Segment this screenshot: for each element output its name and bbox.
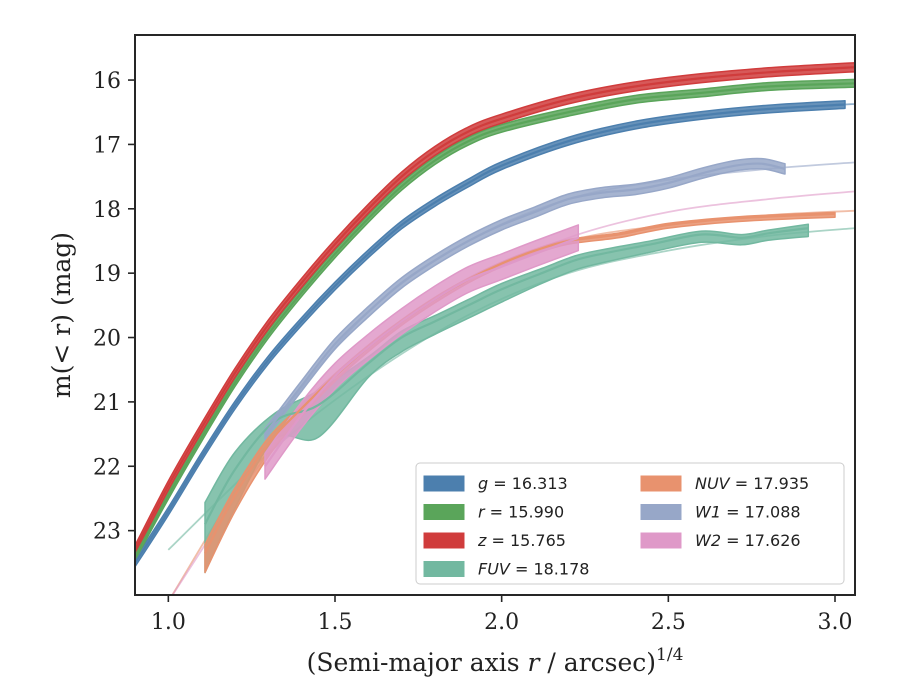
y-tick-label: 17 [93,133,121,158]
x-tick-label: 1.5 [318,610,353,635]
legend-label-g: g = 16.313 [478,474,568,493]
y-tick-label: 23 [93,520,121,545]
axes-frame [134,34,856,596]
y-tick-label: 22 [93,455,121,480]
y-tick-label: 21 [93,391,121,416]
series-line-w2 [264,236,579,467]
data-band-g [135,99,846,568]
x-tick-label: 1.0 [151,610,186,635]
legend-swatch-r [423,504,465,520]
data-band-w1 [264,157,786,440]
legend-label-nuv: NUV = 17.935 [695,474,809,493]
y-tick-label: 16 [93,69,121,94]
legend-box [415,462,845,585]
legend-label-w1: W1 = 17.088 [695,503,801,522]
y-axis-title: m(< r) (mag) [47,232,76,398]
legend-swatch-w2 [640,532,682,549]
legend-label-r: r = 15.990 [478,503,564,522]
legend-swatch-g [423,475,465,492]
legend-swatch-nuv [640,475,682,492]
x-tick-label: 2.0 [484,610,519,635]
data-band-z [135,61,855,556]
series-line-w1 [264,162,786,435]
series-line-z [135,66,855,551]
y-tick-label: 20 [93,327,121,352]
y-tick-label: 19 [93,262,121,287]
legend-swatch-w1 [640,504,682,520]
series-line-r [135,82,855,557]
legend-swatch-z [423,532,465,549]
x-axis-title: (Semi-major axis r / arcsec)1/4 [307,645,684,677]
legend-label-fuv: FUV = 18.178 [478,560,589,579]
x-tick-label: 3.0 [818,610,853,635]
legend-swatch-fuv [423,561,465,577]
legend-label-z: z = 15.765 [477,531,566,550]
series-line-g [135,103,846,564]
y-tick-label: 18 [93,198,121,223]
legend-label-w2: W2 = 17.626 [695,531,801,550]
x-tick-label: 2.5 [651,610,686,635]
